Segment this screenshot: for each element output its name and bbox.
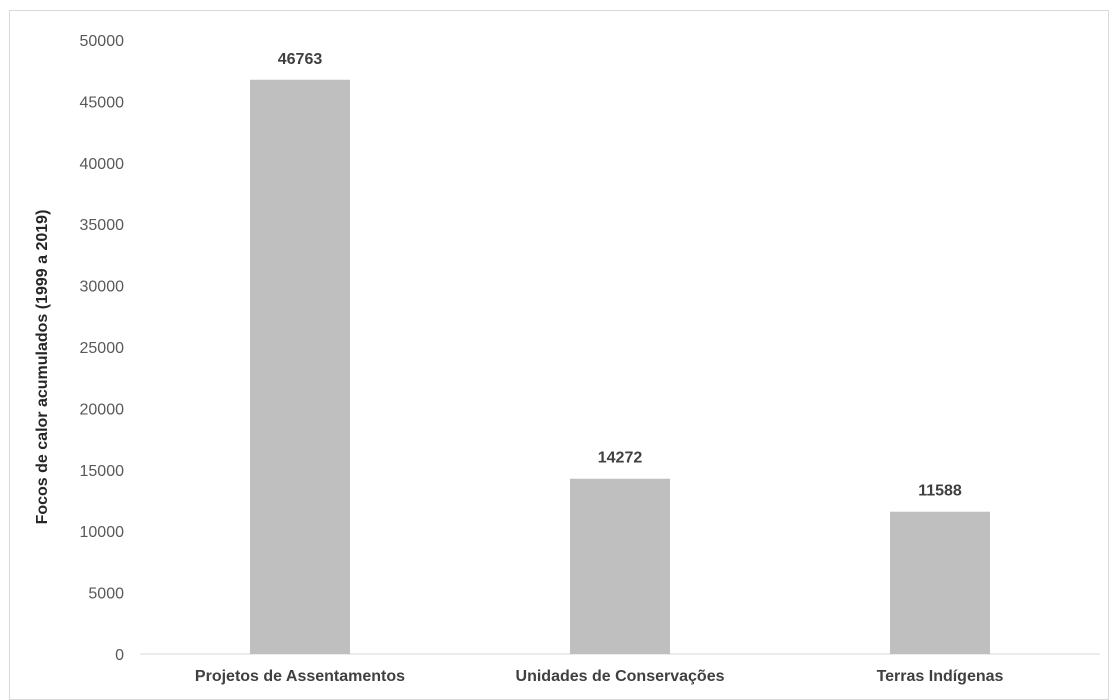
y-axis-title: Focos de calor acumulados (1999 a 2019) [34,210,51,525]
x-category-label: Unidades de Conservações [516,668,725,685]
x-axis-categories: Projetos de Assentamentos Unidades de Con… [195,668,1004,685]
bar-data-label: 46763 [278,51,323,68]
bars [250,79,990,654]
y-tick-label: 5000 [88,586,124,603]
y-tick-label: 45000 [80,94,125,111]
x-category-label: Terras Indígenas [877,668,1004,685]
y-tick-label: 15000 [80,463,125,480]
bar [570,478,670,654]
bar-data-label: 11588 [918,483,962,500]
y-tick-label: 35000 [80,217,125,234]
y-axis-ticks: 0 5000 10000 15000 20000 25000 30000 35000 40000… [80,33,125,664]
x-category-label: Projetos de Assentamentos [195,668,405,685]
y-tick-label: 40000 [80,156,125,173]
bar-data-label: 14272 [598,450,643,467]
bar [890,511,990,654]
y-tick-label: 25000 [80,340,125,357]
y-tick-label: 30000 [80,279,125,296]
y-tick-label: 50000 [80,33,125,50]
data-labels: 46763 14272 11588 [278,51,962,500]
y-tick-label: 20000 [80,401,125,418]
y-tick-label: 0 [115,647,124,664]
y-tick-label: 10000 [80,524,125,541]
bar [250,79,350,654]
